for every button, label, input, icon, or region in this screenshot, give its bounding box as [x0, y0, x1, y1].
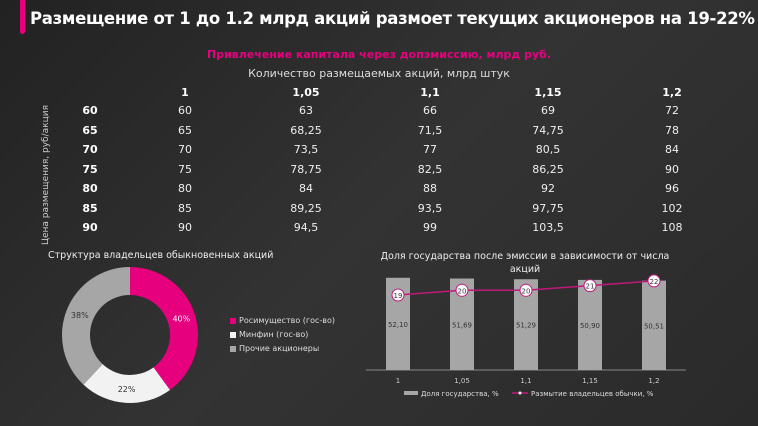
- row-header-price: 60: [82, 104, 98, 117]
- row-header-price: 80: [82, 182, 98, 195]
- table-cell: 63: [299, 104, 313, 117]
- legend-label: Доля государства, %: [421, 390, 499, 398]
- table-cell: 88: [423, 182, 437, 195]
- line-point-label: 21: [586, 283, 595, 291]
- bar-chart-title: Доля государства после эмиссии в зависим…: [380, 251, 670, 275]
- table-cell: 90: [178, 221, 192, 234]
- donut-slice-label: 22%: [118, 385, 136, 394]
- bar: [578, 279, 602, 370]
- column-header: 1,1: [420, 86, 440, 99]
- table-cell: 80,5: [535, 143, 561, 156]
- row-header-price: 65: [82, 123, 98, 137]
- table-cell: 93,5: [417, 201, 443, 215]
- line-point-label: 19: [394, 292, 403, 300]
- bar-label: 50,51: [644, 322, 664, 330]
- table-cell: 108: [661, 221, 683, 234]
- x-tick-label: 1,05: [454, 377, 470, 385]
- table-cell: 89,25: [290, 201, 322, 215]
- table-cell: 72: [665, 104, 679, 117]
- bar: [642, 280, 666, 370]
- table-cell: 66: [423, 104, 437, 117]
- table-cell: 78,75: [290, 162, 322, 176]
- table-cell: 75: [178, 162, 192, 176]
- table-row-title: Цена размещения, руб/акция: [41, 105, 51, 245]
- line-point: [583, 279, 597, 293]
- donut-slice: [83, 364, 170, 403]
- table-cell: 68,25: [290, 123, 322, 137]
- table-cell: 80: [178, 182, 192, 195]
- table-column-title: Количество размещаемых акций, млрд штук: [248, 67, 510, 80]
- table-cell: 90: [665, 162, 679, 176]
- line-point-label: 22: [650, 278, 659, 286]
- bar-label: 52,10: [388, 321, 408, 329]
- row-header-price: 75: [82, 162, 98, 176]
- row-header-price: 85: [82, 201, 98, 215]
- line-point: [391, 288, 405, 302]
- legend-label: Прочие акционеры: [239, 344, 320, 353]
- bar-label: 50,90: [580, 322, 600, 330]
- donut-slice-label: 38%: [71, 311, 89, 320]
- column-header: 1,2: [662, 86, 682, 99]
- column-header: 1,15: [534, 86, 562, 99]
- table-cell: 60: [178, 104, 192, 117]
- bar-line-chart: 52,10 1 51,69 1,05 51,29 1,1 50,90 1,15 50,51 1,2…: [366, 274, 686, 398]
- column-header: 1: [181, 86, 189, 99]
- table-cell: 70: [178, 143, 192, 156]
- table-cell: 97,75: [532, 201, 564, 215]
- table-cell: 82,5: [417, 162, 443, 176]
- donut-slice: [62, 267, 130, 385]
- bar-label: 51,29: [516, 322, 536, 330]
- donut-slice-label: 40%: [172, 314, 190, 323]
- row-header-price: 90: [82, 221, 98, 234]
- table-cell: 78: [665, 123, 679, 137]
- legend-item: Росимущество (гос-во): [230, 316, 335, 325]
- x-tick-label: 1,2: [648, 377, 659, 385]
- x-tick-label: 1: [396, 377, 400, 385]
- table-cell: 84: [299, 182, 313, 195]
- legend-swatch-bar: [404, 391, 418, 395]
- table-cell: 99: [423, 221, 437, 234]
- row-header-price: 70: [82, 143, 98, 156]
- table-cell: 103,5: [532, 221, 564, 234]
- legend-item: Минфин (гос-во): [230, 330, 308, 339]
- legend-label: Размытие владельцев обычки, %: [531, 390, 654, 398]
- line-point: [455, 283, 469, 297]
- legend-label: Минфин (гос-во): [239, 330, 309, 339]
- line-point-label: 20: [458, 287, 467, 295]
- table-cell: 92: [541, 182, 555, 195]
- donut-chart: 40% 22% 38%: [62, 267, 198, 403]
- line-point: [519, 283, 533, 297]
- table-cell: 71,5: [417, 123, 443, 137]
- legend-marker: [518, 391, 522, 395]
- table-cell: 74,75: [532, 123, 564, 137]
- table-cell: 65: [178, 123, 192, 137]
- table-cell: 73,5: [293, 143, 319, 156]
- x-tick-label: 1,1: [520, 377, 531, 385]
- bar-label: 51,69: [452, 321, 472, 329]
- donut-title: Структура владельцев обыкновенных акций: [48, 250, 274, 261]
- table-cell: 102: [661, 201, 683, 215]
- table-cell: 69: [541, 104, 555, 117]
- x-tick-label: 1,15: [582, 377, 598, 385]
- legend-item: Прочие акционеры: [230, 344, 319, 353]
- legend-swatch: [230, 331, 236, 338]
- column-header: 1,05: [292, 86, 320, 99]
- line-point-label: 20: [522, 287, 531, 295]
- legend-swatch: [230, 317, 236, 324]
- donut-slice: [130, 267, 198, 391]
- table-cell: 77: [423, 143, 437, 156]
- table-cell: 84: [665, 143, 679, 156]
- table-cell: 85: [178, 201, 192, 215]
- table-cell: 94,5: [293, 221, 319, 234]
- table-title: Привлечение капитала через допэмиссию, м…: [207, 48, 551, 61]
- legend-label: Росимущество (гос-во): [239, 316, 335, 325]
- legend-swatch: [230, 345, 236, 352]
- line-point: [647, 274, 661, 288]
- table-cell: 96: [665, 182, 679, 195]
- title-accent-bar: [20, 0, 25, 34]
- page-title: Размещение от 1 до 1.2 млрд акций размое…: [30, 9, 755, 28]
- table-cell: 86,25: [532, 162, 564, 176]
